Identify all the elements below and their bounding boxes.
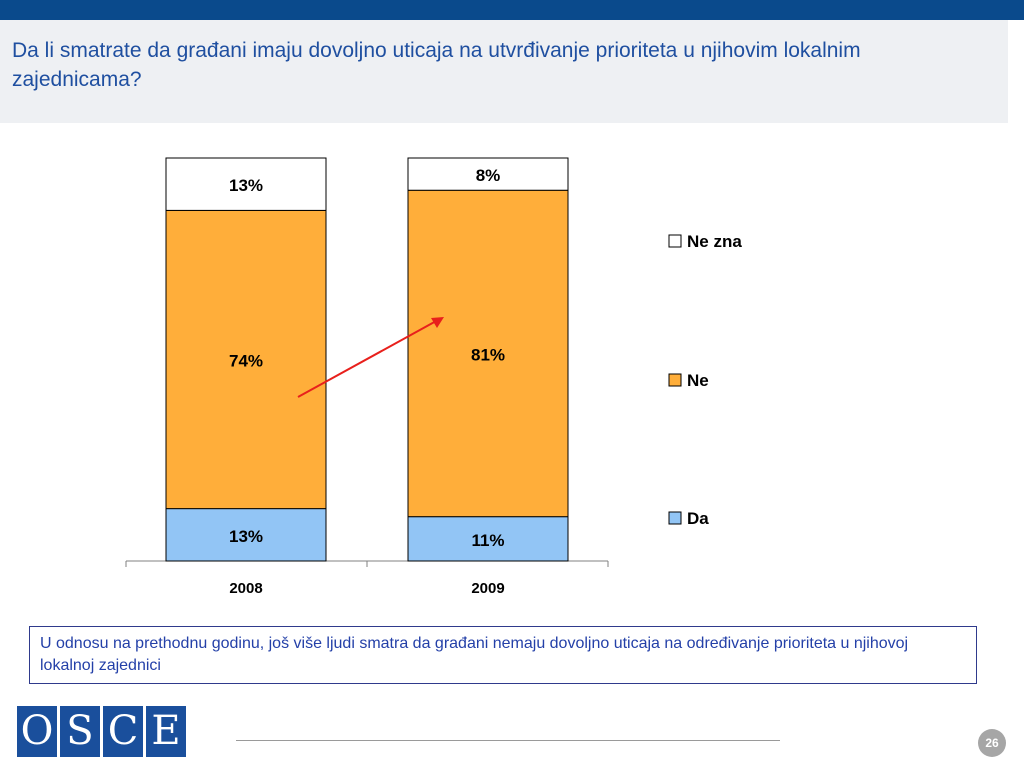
data-label: 13%	[229, 527, 263, 546]
bar-segment	[407, 157, 569, 191]
logo-letter: C	[103, 706, 143, 757]
legend-swatch	[668, 511, 682, 525]
data-label: 13%	[229, 176, 263, 195]
data-label: 74%	[229, 352, 263, 371]
x-tick-label: 2008	[229, 580, 262, 597]
footer-divider	[236, 740, 780, 741]
conclusion-note: U odnosu na prethodnu godinu, još više l…	[29, 626, 977, 684]
stacked-bar-chart: 13% 74% 13% 2008 11% 81% 8% 2009 Ne zna Ne Da	[125, 157, 742, 597]
legend-swatch	[668, 234, 682, 248]
page-number: 26	[978, 729, 1006, 757]
data-label: 11%	[471, 531, 504, 550]
title-panel: Da li smatrate da građani imaju dovoljno…	[0, 20, 1008, 123]
slide-title: Da li smatrate da građani imaju dovoljno…	[12, 39, 861, 91]
legend-label: Da	[687, 509, 709, 528]
trend-arrow-head	[431, 317, 444, 328]
bar-segment	[165, 157, 327, 211]
bar-segment	[165, 209, 327, 510]
legend-label: Ne zna	[687, 232, 742, 251]
x-tick-label: 2009	[471, 580, 504, 597]
data-label: 81%	[471, 345, 505, 364]
bar-segment	[165, 508, 327, 562]
legend-label: Ne	[687, 371, 709, 390]
legend-swatch	[668, 373, 682, 387]
trend-arrow	[297, 319, 439, 398]
data-label: 8%	[476, 166, 501, 185]
bar-segment	[407, 516, 569, 562]
top-bar	[0, 0, 1024, 20]
logo-letter: E	[146, 706, 186, 757]
osce-logo: O S C E	[17, 706, 189, 757]
logo-letter: O	[17, 706, 57, 757]
bar-segment	[407, 189, 569, 518]
logo-letter: S	[60, 706, 100, 757]
